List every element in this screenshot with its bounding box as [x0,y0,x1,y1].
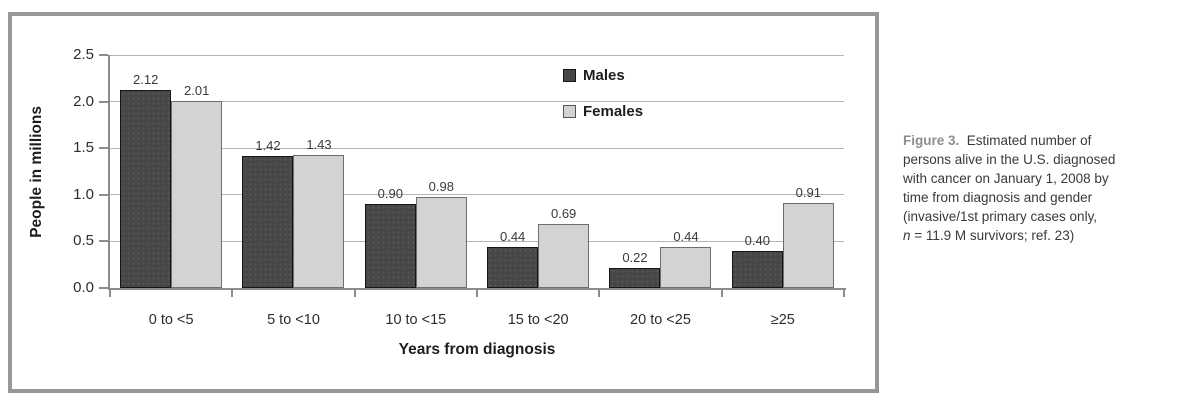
x-tick-mark [109,289,111,297]
y-tick-label: 0.0 [73,279,94,296]
gridline [110,101,844,103]
bar-females: 2.01 [171,83,223,288]
bar-value-label: 0.40 [744,232,770,248]
chart-legend: Males Females [563,68,643,140]
y-tick-mark [99,54,108,56]
y-tick-mark [99,193,108,196]
legend-item-females: Females [563,104,643,119]
x-tick-mark [720,289,723,297]
bar-value-label: 2.01 [184,82,210,98]
bar-females: 0.44 [660,229,712,288]
gridline [110,240,844,242]
x-category-label: 0 to <5 [148,312,194,328]
caption-line5: (invasive/1st primary cases only, [903,209,1098,224]
bar-males: 0.90 [364,186,416,288]
caption-n-symbol: n [903,228,911,243]
bar-value-label: 0.69 [550,205,577,221]
x-category-label: ≥25 [770,312,795,328]
category-slot: 2.12 2.01 [110,55,232,288]
bar-males: 1.42 [242,138,294,288]
legend-swatch-males [563,69,576,82]
bar-females: 0.91 [782,185,834,288]
legend-label: Males [583,67,625,84]
legend-label: Females [583,103,644,120]
y-axis-line [108,55,110,290]
plot-area: 0.0 0.5 1.0 1.5 2.0 2.5 2.12 2.01 1.42 1.43 0.90 0… [73,47,846,297]
category-slot: 0.22 0.44 [599,55,721,288]
chart-frame: 0.0 0.5 1.0 1.5 2.0 2.5 2.12 2.01 1.42 1.43 0.90 0… [8,12,879,393]
y-tick-label: 0.5 [73,232,94,250]
figure-caption-label: Figure 3. [903,133,960,148]
caption-line1: Estimated number of [966,133,1092,148]
y-axis-title-wrap: People in millions [26,55,48,288]
bar-males: 0.22 [609,250,661,288]
x-category-label: 5 to <10 [267,312,320,328]
bar-males: 0.40 [731,233,783,288]
bar-value-label: 0.44 [499,229,526,244]
caption-line6: = 11.9 M survivors; ref. 23) [910,228,1075,243]
caption-line4: time from diagnosis and gender [903,190,1093,205]
legend-swatch-females [563,105,576,118]
y-tick-mark [99,147,108,150]
x-category-label: 10 to <15 [385,312,447,328]
y-axis-title: People in millions [28,105,45,238]
bar-value-label: 1.42 [255,137,281,153]
category-slot: 0.44 0.69 [477,55,599,288]
category-slot: 0.90 0.98 [355,55,477,288]
gridline [110,147,844,149]
gridline [110,194,844,196]
bar-females: 0.98 [415,179,467,288]
bar-value-label: 1.43 [306,136,332,152]
y-tick-label: 1.5 [73,139,94,157]
x-tick-mark [231,289,234,297]
bar-value-label: 0.44 [673,229,699,244]
bar-value-label: 0.91 [795,185,821,201]
bar-females: 0.69 [538,206,590,288]
bar-value-label: 2.12 [133,72,159,88]
y-tick-label: 2.0 [73,92,94,110]
x-axis-title: Years from diagnosis [398,341,556,358]
bar-males: 2.12 [120,72,172,288]
bar-value-label: 0.90 [377,186,403,202]
gridline [110,54,844,56]
x-category-label: 20 to <25 [630,312,691,328]
bar-females: 1.43 [293,137,345,288]
caption-line2: persons alive in the U.S. diagnosed [903,152,1116,167]
x-tick-mark [476,289,478,297]
figure-caption: Figure 3. Estimated number of persons al… [903,131,1187,245]
y-tick-mark [99,100,108,103]
category-slot: 1.42 1.43 [232,55,354,288]
caption-line3: with cancer on January 1, 2008 by [903,171,1109,186]
x-category-labels: 0 to <5 5 to <10 10 to <15 15 to <20 20 to <… [110,312,844,328]
y-tick-mark [99,287,108,289]
x-tick-mark [843,289,845,297]
x-tick-mark [598,289,601,297]
bar-value-label: 0.98 [428,178,454,194]
x-tick-mark [353,289,356,297]
y-tick-mark [99,240,108,243]
x-category-label: 15 to <20 [507,312,569,328]
category-slot: 0.40 0.91 [722,55,844,288]
y-tick-label: 2.5 [73,46,94,63]
legend-item-males: Males [563,68,643,83]
y-tick-label: 1.0 [73,185,94,203]
bar-males: 0.44 [487,229,539,288]
bar-value-label: 0.22 [622,249,648,265]
bars-layer: 2.12 2.01 1.42 1.43 0.90 0.98 0.44 0.69 0.22 0.44… [110,55,844,288]
